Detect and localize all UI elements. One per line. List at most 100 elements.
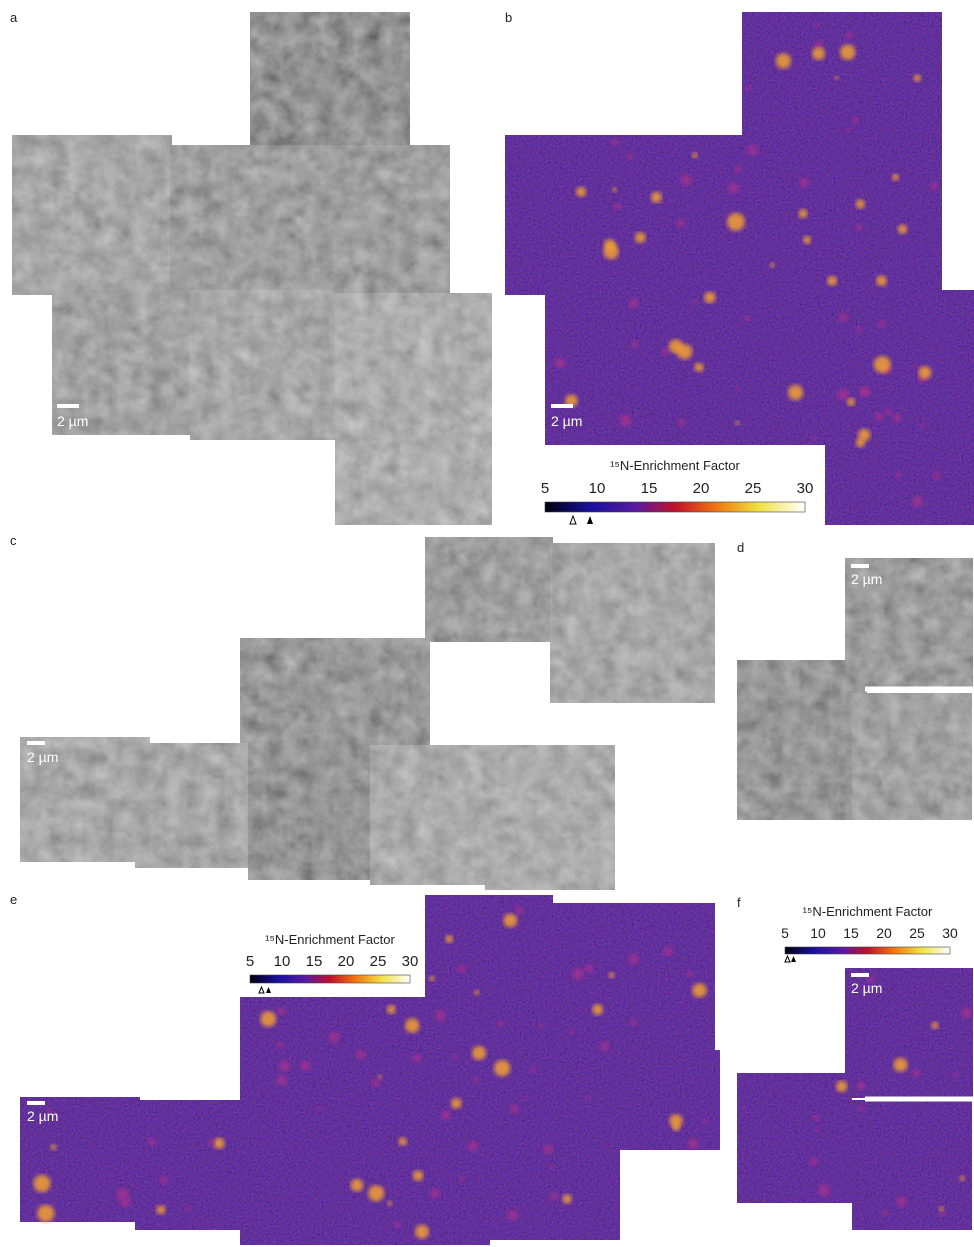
enrichment-spot [214,1138,225,1149]
enrichment-spot [745,85,751,91]
enrichment-spot [554,357,565,368]
sem-tile [335,293,492,525]
enrichment-spot [728,183,739,194]
scale-bar-label: 2 µm [57,413,88,429]
enrichment-spot [912,496,923,507]
enrichment-spot [356,1050,365,1059]
scale-bar [27,741,45,745]
enrichment-spot [845,32,853,40]
enrichment-spot [398,1137,407,1146]
sims-tile [505,135,745,295]
colorbar-title: ¹⁵N-Enrichment Factor [610,458,740,473]
enrichment-spot [920,424,925,429]
enrichment-spot [847,398,855,406]
enrichment-spot [661,348,668,355]
scale-bar [551,404,573,408]
marker-open [785,956,790,962]
enrichment-spot [524,1096,528,1100]
enrichment-spot [882,1211,888,1217]
enrichment-spot [747,145,757,155]
enrichment-spot [494,1060,510,1076]
sims-tile [737,1073,852,1203]
enrichment-spot [846,128,851,133]
enrichment-spot [570,1029,575,1034]
enrichment-spot [451,1098,462,1109]
enrichment-spot [878,320,885,327]
scale-bar [27,1101,45,1105]
scale-bar-label: 2 µm [851,571,882,587]
enrichment-spot [912,364,917,369]
panel-label: f [737,895,741,910]
sem-tile [170,145,450,295]
colorbar-tick-label: 10 [810,925,826,941]
enrichment-spot [33,1175,50,1192]
sem-tile [12,135,172,295]
enrichment-spot [37,1205,54,1222]
enrichment-spot [856,199,865,208]
enrichment-spot [930,182,938,190]
enrichment-spot [776,53,791,68]
sem-tile [852,693,972,820]
enrichment-spot [279,1060,290,1071]
scale-bar-label: 2 µm [551,413,582,429]
enrichment-spot [855,224,862,231]
enrichment-spot [51,1144,57,1150]
scale-bar [57,404,79,408]
enrichment-spot [430,1189,440,1199]
colorbar-tick-label: 10 [589,480,606,497]
enrichment-spot [445,935,453,943]
enrichment-spot [117,1188,129,1200]
marker-filled [791,956,796,962]
enrichment-spot [742,1106,746,1110]
enrichment-spot [876,275,887,286]
figure-body: {"panels": [ {"label": "a", "scale_bar":… [0,0,974,1247]
enrichment-spot [858,1105,864,1111]
enrichment-spot [734,166,741,173]
enrichment-spot [692,152,698,158]
enrichment-spot [852,117,859,124]
marker-filled [266,987,271,993]
enrichment-spot [687,1138,698,1149]
enrichment-spot [812,47,825,60]
scale-bar-label: 2 µm [851,980,882,996]
enrichment-spot [631,341,638,348]
colorbar-tick-label: 20 [338,953,355,970]
enrichment-spot [460,1176,466,1182]
enrichment-spot [678,419,686,427]
enrichment-spot [959,1176,964,1181]
enrichment-spot [892,174,899,181]
enrichment-spot [681,175,692,186]
enrichment-spot [813,1115,820,1122]
marker-filled [587,516,593,524]
enrichment-spot [799,178,809,188]
enrichment-spot [472,1046,486,1060]
enrichment-spot [413,1054,422,1063]
panel-label: c [10,533,17,548]
sims-tile [742,155,942,295]
enrichment-spot [918,366,931,379]
enrichment-spot [886,409,893,416]
enrichment-spot [687,970,694,977]
enrichment-spot [208,1139,215,1146]
enrichment-spot [458,965,466,973]
enrichment-spot [677,344,692,359]
enrichment-spot [704,292,716,304]
enrichment-spot [857,1082,866,1091]
enrichment-spot [415,1225,429,1239]
enrichment-spot [539,1024,544,1029]
enrichment-spot [827,276,837,286]
enrichment-spot [576,187,586,197]
enrichment-spot [836,1081,847,1092]
enrichment-spot [896,472,902,478]
colorbar-tick-label: 10 [274,953,291,970]
enrichment-spot [860,387,869,396]
sims-tile [852,1100,972,1230]
enrichment-spot [840,44,855,59]
enrichment-spot [815,1128,819,1132]
colorbar-tick-label: 5 [541,480,549,497]
sem-tile [135,743,250,868]
enrichment-spot [893,414,901,422]
enrichment-spot [468,1141,479,1152]
enrichment-spot [148,1138,156,1146]
enrichment-spot [651,192,662,203]
